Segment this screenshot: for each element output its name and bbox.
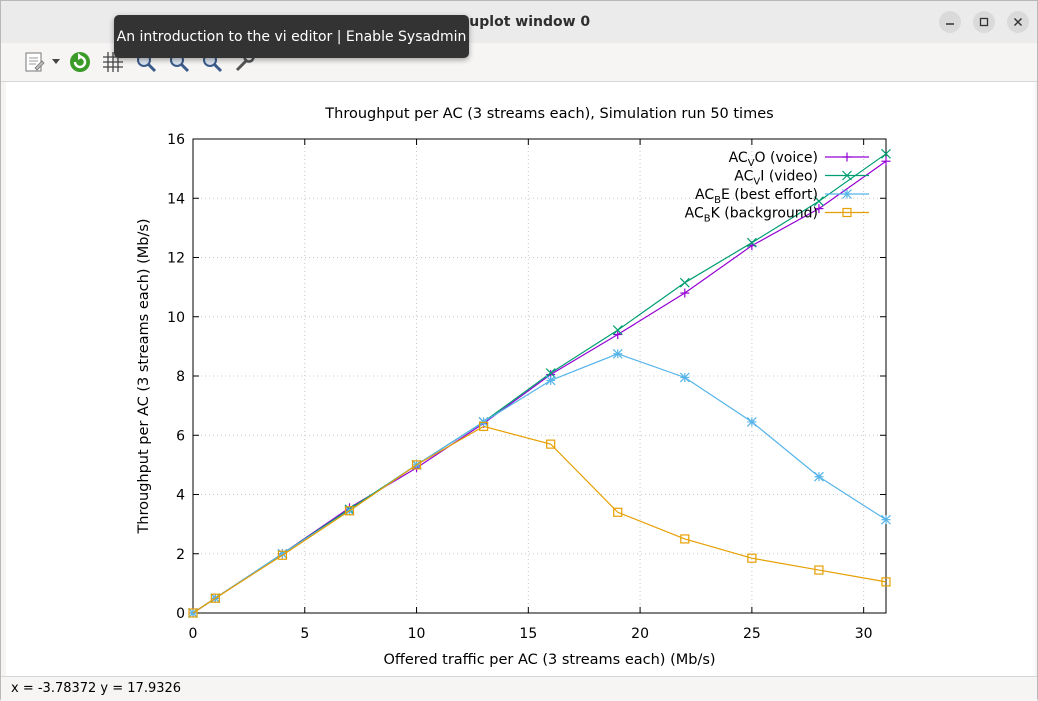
maximize-icon (979, 17, 989, 27)
data-point (842, 152, 852, 162)
data-point (747, 553, 757, 563)
data-point (277, 550, 288, 560)
data-point (842, 189, 852, 199)
axis-ticks: 0 5 10 15 20 25 30 0 2 4 6 8 10 12 14 16 (167, 132, 886, 642)
export-menu-arrow[interactable] (50, 47, 62, 77)
x-tick-label: 15 (519, 626, 537, 642)
x-tick-label: 20 (631, 626, 649, 642)
data-point (746, 416, 757, 427)
data-point (680, 534, 690, 544)
y-tick-label: 2 (176, 547, 185, 563)
chart-title: Throughput per AC (3 streams each), Simu… (324, 106, 773, 122)
y-tick-label: 8 (176, 369, 185, 385)
series-line (192, 425, 887, 614)
replot-icon (70, 52, 90, 72)
legend-label: ACVI (video) (734, 169, 818, 188)
replot-button[interactable] (67, 47, 93, 77)
y-tick-label: 4 (176, 488, 185, 504)
data-point (411, 460, 422, 470)
y-tick-label: 16 (167, 132, 185, 148)
data-point (188, 608, 198, 618)
y-tick-label: 6 (176, 428, 185, 444)
series-layer (188, 148, 891, 618)
data-point (613, 330, 623, 340)
data-point (679, 372, 690, 383)
data-point (814, 204, 824, 214)
legend-label: ACBE (best effort) (695, 187, 818, 206)
x-tick-label: 5 (300, 626, 309, 642)
data-point (881, 148, 891, 159)
data-point (546, 439, 556, 449)
plot-canvas[interactable]: 0 5 10 15 20 25 30 0 2 4 6 8 10 12 14 16 Throughput per… (6, 82, 1035, 676)
status-bar: x = -3.78372 y = 17.9326 (1, 676, 1037, 701)
data-point (680, 288, 690, 298)
data-point (210, 593, 220, 603)
cursor-coordinates: x = -3.78372 y = 17.9326 (11, 681, 182, 696)
x-tick-label: 0 (189, 626, 198, 642)
x-tick-label: 10 (408, 626, 426, 642)
data-point (814, 471, 824, 482)
x-axis-label: Offered traffic per AC (3 streams each) … (383, 652, 715, 668)
series-line (192, 353, 887, 614)
data-point (612, 348, 623, 359)
data-point (881, 514, 891, 525)
close-icon (1013, 17, 1023, 27)
y-tick-label: 12 (167, 251, 185, 267)
data-point (679, 277, 690, 288)
legend-label: ACVO (voice) (729, 150, 818, 169)
y-axis-label: Throughput per AC (3 streams each) (Mb/s… (136, 218, 152, 534)
x-tick-label: 25 (743, 626, 761, 642)
window-title: Gnuplot window 0 (447, 14, 591, 30)
tooltip: An introduction to the vi editor | Enabl… (114, 15, 469, 58)
y-tick-label: 0 (176, 606, 185, 622)
data-point (881, 156, 891, 166)
data-point (613, 507, 623, 517)
close-button[interactable] (1007, 11, 1029, 33)
grid-lines (193, 139, 886, 613)
minimize-button[interactable] (939, 11, 961, 33)
data-point (545, 375, 556, 386)
y-tick-label: 14 (167, 191, 185, 207)
data-point (842, 207, 852, 218)
maximize-button[interactable] (973, 11, 995, 33)
data-point (881, 577, 891, 587)
data-point (344, 506, 355, 516)
legend-label: ACBK (background) (685, 206, 818, 225)
data-point (814, 196, 824, 207)
legend: ACVO (voice)ACVI (video)ACBE (best effor… (685, 150, 869, 225)
copy-icon (25, 52, 45, 72)
data-point (814, 565, 824, 575)
data-point (479, 421, 489, 431)
minimize-icon (946, 23, 954, 25)
copy-button[interactable] (21, 47, 47, 77)
x-tick-label: 30 (855, 626, 873, 642)
data-point (842, 170, 852, 181)
data-point (612, 325, 623, 336)
chart-svg: 0 5 10 15 20 25 30 0 2 4 6 8 10 12 14 16 Throughput per… (136, 106, 891, 668)
data-point (746, 237, 757, 248)
dropdown-arrow-icon (52, 59, 60, 64)
data-point (545, 368, 556, 378)
y-tick-label: 10 (167, 310, 185, 326)
